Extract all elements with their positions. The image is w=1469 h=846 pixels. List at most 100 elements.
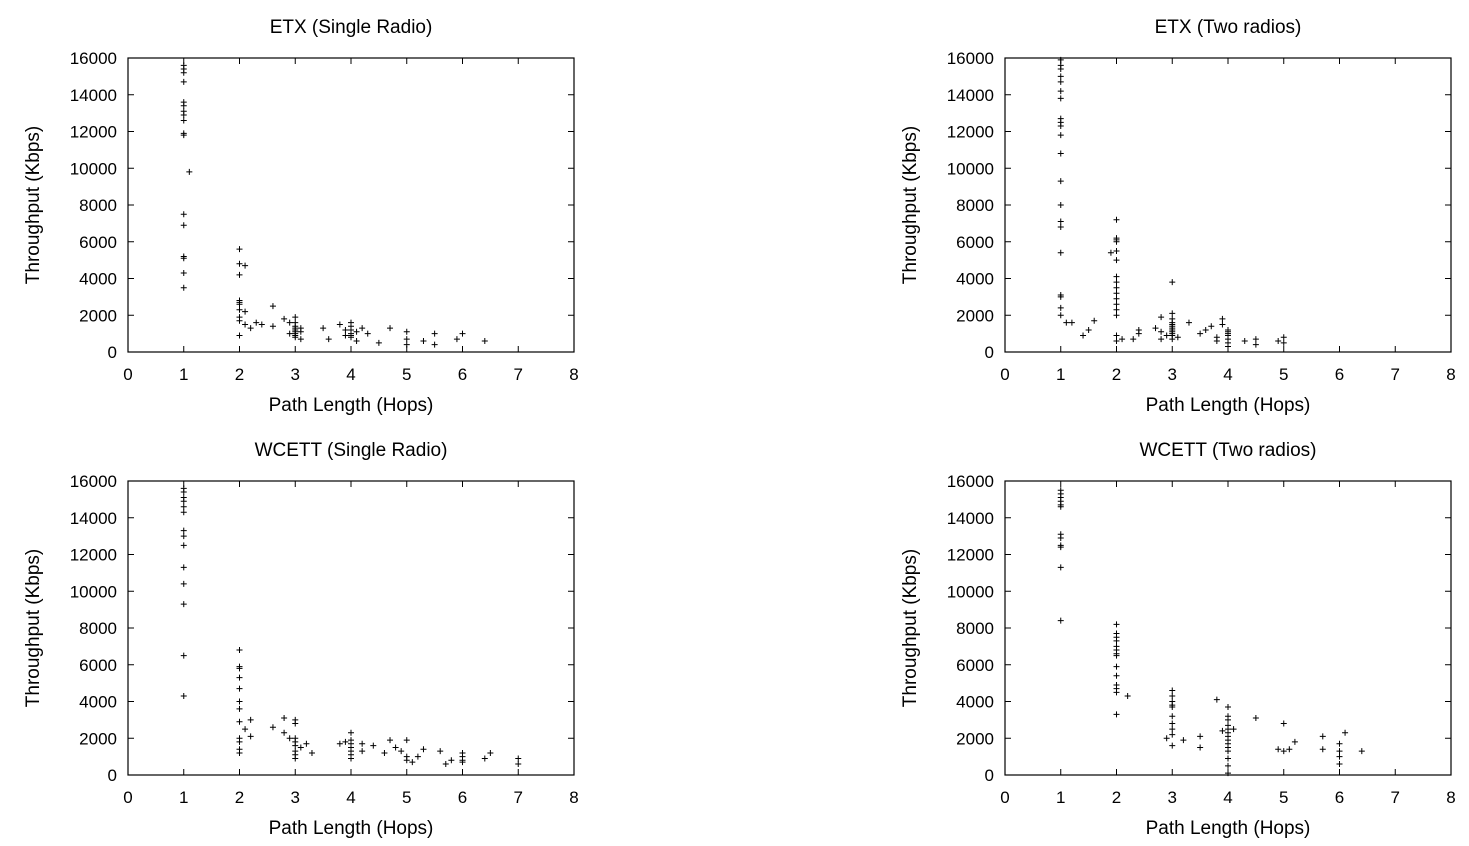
data-point	[1280, 339, 1287, 346]
data-point	[236, 301, 243, 308]
data-point	[353, 337, 360, 344]
data-point	[247, 716, 254, 723]
data-point	[292, 720, 299, 727]
data-point	[1252, 341, 1259, 348]
y-tick-label: 4000	[79, 270, 117, 289]
data-point	[1113, 257, 1120, 264]
data-point	[1336, 760, 1343, 767]
data-point	[1169, 726, 1176, 733]
data-point	[1197, 733, 1204, 740]
y-tick-label: 2000	[956, 729, 994, 748]
data-point	[1085, 326, 1092, 333]
data-point	[292, 742, 299, 749]
data-point	[1152, 325, 1159, 332]
data-point	[1169, 310, 1176, 317]
x-tick-label: 0	[1000, 365, 1009, 384]
data-point	[1124, 692, 1131, 699]
data-point	[180, 69, 187, 76]
y-tick-label: 4000	[79, 693, 117, 712]
data-point	[297, 336, 304, 343]
y-tick-label: 0	[108, 343, 117, 362]
data-point	[459, 330, 466, 337]
data-point	[403, 328, 410, 335]
data-point	[286, 319, 293, 326]
chart-title: ETX (Single Radio)	[270, 17, 433, 38]
data-point	[1057, 202, 1064, 208]
data-point	[336, 321, 343, 328]
data-point	[1057, 312, 1064, 319]
y-tick-label: 16000	[947, 49, 994, 68]
data-point	[236, 698, 243, 705]
data-point	[442, 760, 449, 767]
data-point	[180, 542, 187, 549]
data-point	[1113, 652, 1120, 659]
x-tick-label: 8	[569, 365, 578, 384]
data-points	[1057, 56, 1287, 350]
data-point	[1113, 290, 1120, 297]
y-tick-label: 14000	[70, 509, 117, 528]
data-point	[1169, 687, 1176, 694]
data-point	[325, 336, 332, 343]
data-point	[180, 117, 187, 124]
data-point	[403, 737, 410, 744]
data-point	[281, 315, 288, 322]
data-point	[420, 337, 427, 344]
data-point	[1113, 238, 1120, 245]
data-point	[375, 339, 382, 346]
data-point	[292, 334, 299, 341]
data-point	[1225, 762, 1231, 769]
data-point	[342, 332, 349, 339]
data-point	[236, 306, 243, 313]
data-point	[1202, 326, 1209, 333]
data-point	[1113, 306, 1120, 313]
data-point	[1225, 704, 1231, 711]
data-point	[1057, 122, 1064, 129]
data-point	[437, 748, 444, 755]
x-tick-label: 3	[291, 788, 300, 807]
data-point	[414, 753, 421, 760]
data-point	[247, 325, 254, 332]
data-point	[359, 740, 366, 747]
data-point	[281, 715, 288, 722]
y-tick-label: 12000	[70, 546, 117, 565]
data-point	[180, 692, 187, 699]
data-point	[1113, 295, 1120, 302]
y-tick-label: 2000	[79, 729, 117, 748]
y-tick-label: 6000	[956, 233, 994, 252]
data-point	[1319, 746, 1326, 753]
data-point	[515, 755, 522, 762]
data-point	[320, 325, 327, 332]
data-point	[1169, 692, 1176, 699]
data-point	[420, 746, 427, 753]
data-point	[1230, 726, 1237, 733]
data-point	[180, 533, 187, 540]
data-point	[1158, 328, 1165, 335]
data-point	[180, 102, 187, 109]
data-point	[1091, 317, 1098, 324]
data-point	[236, 685, 243, 692]
data-point	[258, 321, 265, 328]
y-tick-label: 8000	[79, 619, 117, 638]
x-tick-label: 2	[1112, 788, 1121, 807]
x-tick-label: 7	[1391, 365, 1400, 384]
y-tick-label: 2000	[79, 306, 117, 325]
data-point	[292, 314, 299, 321]
y-tick-label: 8000	[956, 619, 994, 638]
x-tick-label: 5	[1279, 788, 1288, 807]
x-tick-label: 2	[235, 365, 244, 384]
data-point	[236, 674, 243, 681]
data-point	[1057, 218, 1064, 225]
data-point	[1107, 249, 1114, 256]
data-point	[247, 733, 254, 740]
x-tick-label: 2	[1112, 365, 1121, 384]
data-point	[180, 527, 187, 534]
data-point	[1358, 748, 1365, 755]
data-point	[236, 260, 243, 267]
data-point	[1252, 336, 1259, 343]
data-point	[1057, 503, 1064, 510]
data-point	[515, 760, 522, 767]
data-point	[1169, 704, 1176, 711]
x-tick-label: 3	[291, 365, 300, 384]
data-point	[1197, 330, 1204, 337]
data-point	[1252, 715, 1259, 722]
